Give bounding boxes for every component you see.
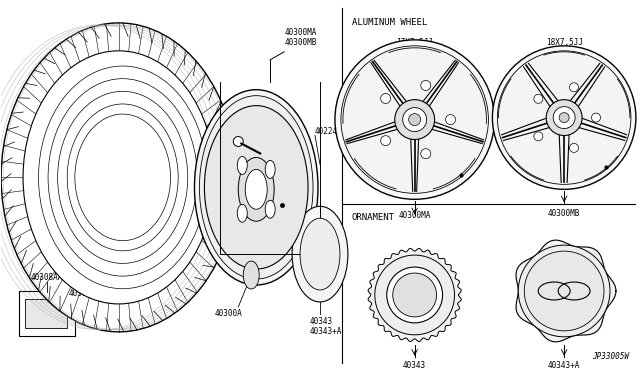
Ellipse shape: [237, 157, 247, 174]
Circle shape: [546, 100, 582, 135]
Text: 40312M: 40312M: [69, 289, 97, 298]
Circle shape: [534, 94, 543, 103]
Polygon shape: [368, 248, 461, 341]
Ellipse shape: [204, 106, 308, 269]
Circle shape: [393, 273, 436, 317]
Circle shape: [375, 255, 454, 335]
Circle shape: [570, 83, 579, 92]
Circle shape: [445, 115, 456, 125]
Circle shape: [591, 113, 600, 122]
Circle shape: [518, 245, 610, 337]
Ellipse shape: [237, 204, 247, 222]
Circle shape: [420, 149, 431, 159]
Circle shape: [553, 107, 575, 129]
Circle shape: [381, 93, 390, 103]
Ellipse shape: [245, 169, 267, 209]
Text: 40343+A: 40343+A: [548, 361, 580, 370]
Ellipse shape: [292, 206, 348, 302]
Text: 40343+A: 40343+A: [310, 327, 342, 336]
Ellipse shape: [265, 200, 275, 218]
Text: 40312: 40312: [71, 279, 94, 288]
Circle shape: [559, 113, 569, 122]
Circle shape: [381, 136, 390, 146]
Circle shape: [409, 113, 420, 126]
Ellipse shape: [200, 96, 313, 279]
Bar: [19, 291, 75, 336]
Ellipse shape: [238, 157, 274, 221]
Circle shape: [497, 51, 631, 185]
Text: 40300A: 40300A: [214, 309, 242, 318]
Circle shape: [395, 100, 435, 140]
Text: 40300MB: 40300MB: [284, 38, 317, 47]
Polygon shape: [516, 240, 616, 342]
Text: 40343: 40343: [310, 317, 333, 326]
Text: 40300MA: 40300MA: [399, 211, 431, 220]
Circle shape: [403, 108, 427, 132]
Text: ALUMINUM WHEEL: ALUMINUM WHEEL: [352, 18, 427, 27]
Text: 40224: 40224: [315, 127, 338, 136]
Text: 18X7.5JJ: 18X7.5JJ: [546, 38, 582, 47]
Circle shape: [387, 267, 443, 323]
Ellipse shape: [195, 90, 318, 285]
Ellipse shape: [23, 51, 214, 304]
Text: 17X7.5JJ: 17X7.5JJ: [396, 38, 433, 47]
Text: ORNAMENT: ORNAMENT: [352, 213, 395, 222]
Circle shape: [341, 46, 488, 193]
Text: JP33005W: JP33005W: [592, 352, 629, 361]
Text: 40308AA: 40308AA: [31, 273, 63, 282]
Ellipse shape: [243, 261, 259, 289]
Ellipse shape: [300, 218, 340, 290]
Ellipse shape: [265, 160, 275, 179]
Bar: [25, 299, 67, 328]
Text: 40343: 40343: [403, 361, 426, 370]
Text: 40311: 40311: [216, 131, 239, 140]
Text: 40300MB: 40300MB: [548, 209, 580, 218]
Circle shape: [234, 137, 243, 147]
Circle shape: [534, 132, 543, 141]
Circle shape: [570, 144, 579, 153]
Circle shape: [524, 251, 604, 331]
Circle shape: [420, 80, 431, 90]
Text: 40300MA: 40300MA: [284, 28, 317, 37]
Circle shape: [335, 40, 494, 199]
Ellipse shape: [1, 23, 236, 332]
Circle shape: [492, 46, 636, 189]
